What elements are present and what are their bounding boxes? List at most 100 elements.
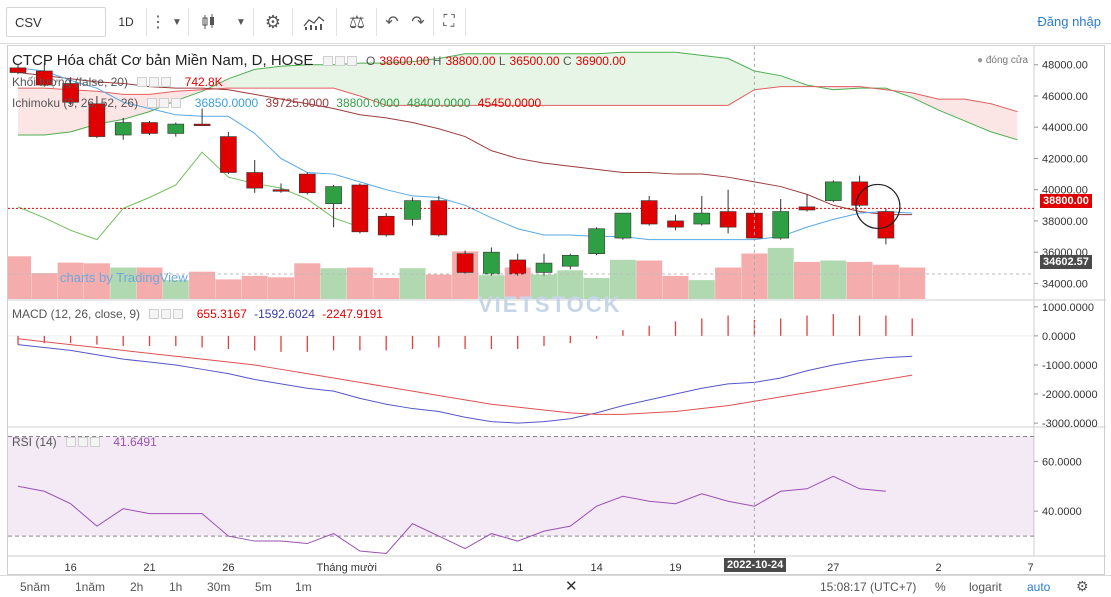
indicators-icon[interactable]	[298, 7, 330, 37]
legend-buttons[interactable]	[147, 97, 183, 111]
chart-container[interactable]: 48000.00 46000.00 44000.00 42000.00 40000.00…	[5, 45, 1106, 576]
more-intervals-icon[interactable]: ⋮	[150, 14, 166, 31]
price-axis-label: 34000.00	[1042, 278, 1088, 290]
ichimoku-cloud-segment	[254, 66, 281, 89]
compare-scale-icon[interactable]: ⚖	[348, 11, 366, 32]
volume-bar	[162, 280, 189, 299]
toolbar-divider	[188, 8, 189, 36]
volume-bar	[899, 267, 926, 299]
legend-buttons[interactable]	[322, 55, 359, 69]
open-value: 38600.00	[379, 54, 430, 68]
candle-body	[693, 212, 711, 225]
ichimoku-cloud-segment	[307, 64, 334, 89]
volume-bar	[820, 260, 847, 299]
redo-icon[interactable]: ↷	[411, 14, 425, 31]
time-axis-label: 26	[222, 562, 234, 574]
macd-axis-label: -1000.0000	[1042, 360, 1098, 372]
fullscreen-icon[interactable]: ⛶	[443, 13, 455, 30]
log-scale-toggle[interactable]: logarit	[969, 580, 1002, 594]
time-axis-label: 19	[669, 562, 681, 574]
chart-toolbar: CSV 1D ⋮ ▼ ▼ ⚙ ⚖ ↶ ↷ ⛶ Đăng nhập	[0, 0, 1111, 44]
candle-body	[483, 251, 500, 275]
ichimoku-cloud-segment	[228, 69, 255, 89]
chart-style-dropdown-icon[interactable]: ▼	[236, 16, 246, 28]
candle-body	[877, 211, 895, 239]
ichimoku-cloud-segment	[465, 53, 492, 106]
candles-style-icon[interactable]	[196, 7, 222, 37]
chikou-value: 38800.0000	[336, 96, 400, 110]
volume-bar	[846, 261, 873, 299]
rsi-axis-label: 40.0000	[1042, 506, 1082, 518]
high-label: H	[432, 54, 442, 68]
candle-body	[9, 67, 27, 73]
close-panel-icon[interactable]: ✕	[565, 578, 578, 595]
candle-body	[325, 186, 342, 205]
chevron-down-icon[interactable]: ▼	[172, 16, 182, 28]
toolbar-divider	[376, 8, 377, 36]
interval-selector[interactable]: 1D	[118, 15, 134, 29]
ichimoku-cloud-segment	[491, 53, 518, 106]
range-1m-button[interactable]: 1m	[295, 580, 312, 594]
macd-signal-line	[17, 338, 913, 415]
ichimoku-cloud-segment	[938, 99, 965, 121]
volume-bar	[767, 247, 794, 299]
price-axis-label: 42000.00	[1042, 153, 1088, 165]
macd-axis-label: -2000.0000	[1042, 389, 1098, 401]
rsi-band	[8, 436, 1034, 537]
toolbar-divider	[465, 8, 466, 36]
ichimoku-cloud-segment	[675, 52, 702, 106]
crosshair-date-badge: 2022-10-24	[724, 558, 787, 572]
legend-buttons[interactable]	[149, 308, 185, 322]
legend-buttons[interactable]	[137, 76, 173, 90]
ichimoku-cloud-segment	[991, 103, 1018, 140]
candle-body	[798, 206, 816, 211]
symbol-search-input[interactable]: CSV	[6, 7, 106, 37]
toolbar-divider	[253, 8, 254, 36]
candle-body	[141, 122, 158, 134]
undo-icon[interactable]: ↶	[385, 14, 399, 31]
toolbar-divider	[146, 8, 147, 36]
candle-body	[298, 173, 316, 194]
open-label: O	[366, 54, 376, 68]
chart-canvas[interactable]: 48000.00 46000.00 44000.00 42000.00 40000.00…	[5, 46, 1106, 576]
rsi-value: 41.6491	[113, 435, 157, 449]
time-axis-label: 11	[512, 562, 523, 574]
settings-gear-icon[interactable]: ⚙	[264, 11, 282, 32]
price-axis-label: 44000.00	[1042, 122, 1088, 134]
series-title: CTCP Hóa chất Cơ bản Miền Nam, D, HOSE	[12, 52, 314, 69]
time-axis-label: 27	[827, 562, 839, 574]
clock-readout: 15:08:17 (UTC+7)	[820, 580, 917, 594]
candle-body	[667, 220, 684, 228]
candle-body	[193, 123, 211, 126]
range-30m-button[interactable]: 30m	[207, 580, 231, 594]
range-1y-button[interactable]: 1năm	[75, 580, 106, 594]
ichimoku-cloud-segment	[728, 58, 755, 106]
volume-bar	[294, 263, 321, 299]
volume-bar	[609, 259, 636, 299]
volume-bar	[57, 262, 84, 299]
legend-buttons[interactable]	[66, 436, 102, 450]
candle-body	[509, 259, 527, 275]
volume-bar	[531, 274, 557, 299]
percent-scale-toggle[interactable]: %	[935, 580, 946, 594]
ichimoku-cloud-segment	[701, 55, 729, 106]
senkou-a-value: 48400.0000	[407, 96, 471, 110]
ichimoku-cloud-segment	[622, 52, 650, 106]
tradingview-watermark[interactable]: charts by TradingView	[60, 270, 188, 285]
crosshair-price-badge: 34602.57	[1040, 255, 1092, 269]
ichimoku-cloud-segment	[359, 63, 387, 106]
range-1h-button[interactable]: 1h	[169, 580, 183, 594]
volume-bar	[373, 278, 400, 299]
range-5y-button[interactable]: 5năm	[20, 580, 51, 594]
ichimoku-legend: Ichimoku (9, 26, 52, 26) 36850.0000 3972…	[12, 96, 541, 111]
candle-body	[535, 262, 553, 273]
kijun-value: 39725.0000	[265, 96, 329, 110]
range-2h-button[interactable]: 2h	[130, 580, 144, 594]
range-5m-button[interactable]: 5m	[255, 580, 272, 594]
login-link[interactable]: Đăng nhập	[1037, 14, 1101, 29]
time-axis-label: 7	[1027, 562, 1033, 574]
chart-properties-gear-icon[interactable]: ⚙	[1076, 578, 1089, 594]
highlight-circle	[855, 183, 901, 230]
candle-body	[246, 172, 263, 189]
auto-scale-toggle[interactable]: auto	[1027, 580, 1051, 594]
